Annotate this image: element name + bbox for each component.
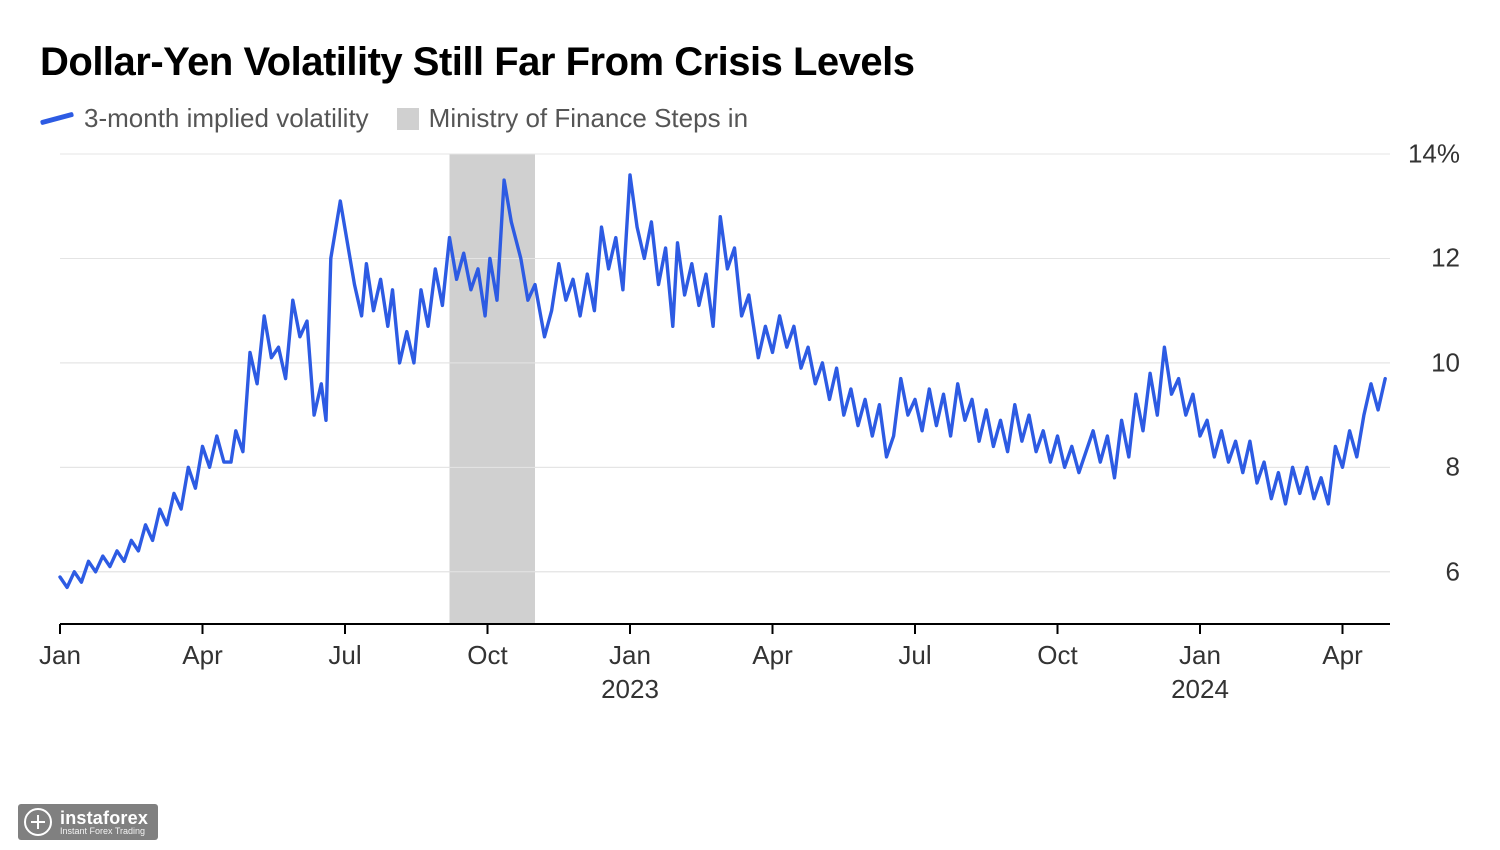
x-tick-label: Oct: [467, 640, 507, 671]
x-tick-label: Jan: [39, 640, 81, 671]
legend-series-label: 3-month implied volatility: [84, 103, 369, 134]
y-tick-label: 12: [1431, 243, 1460, 274]
x-tick-label: Jan: [1179, 640, 1221, 671]
y-tick-label: 6: [1446, 556, 1460, 587]
chart-svg: [40, 144, 1460, 704]
legend-line-swatch: [40, 112, 74, 126]
legend-item-series: 3-month implied volatility: [40, 103, 369, 134]
chart-title: Dollar-Yen Volatility Still Far From Cri…: [40, 40, 1460, 85]
x-tick-label: Jul: [898, 640, 931, 671]
watermark-sub: Instant Forex Trading: [60, 827, 148, 836]
legend-item-band: Ministry of Finance Steps in: [397, 103, 748, 134]
x-tick-label: Jan: [609, 640, 651, 671]
y-tick-label: 14%: [1408, 139, 1460, 170]
watermark-main: instaforex: [60, 809, 148, 827]
x-year-label: 2023: [601, 674, 659, 705]
y-tick-label: 10: [1431, 347, 1460, 378]
chart-area: 68101214% JanAprJulOctJanAprJulOctJanApr…: [40, 144, 1460, 704]
x-tick-label: Oct: [1037, 640, 1077, 671]
x-tick-label: Apr: [1322, 640, 1362, 671]
legend: 3-month implied volatility Ministry of F…: [40, 103, 1460, 134]
watermark-icon: [24, 808, 52, 836]
x-tick-label: Apr: [182, 640, 222, 671]
y-tick-label: 8: [1446, 452, 1460, 483]
legend-band-label: Ministry of Finance Steps in: [429, 103, 748, 134]
legend-box-swatch: [397, 108, 419, 130]
x-year-label: 2024: [1171, 674, 1229, 705]
x-tick-label: Apr: [752, 640, 792, 671]
x-tick-label: Jul: [328, 640, 361, 671]
watermark: instaforex Instant Forex Trading: [18, 804, 158, 840]
